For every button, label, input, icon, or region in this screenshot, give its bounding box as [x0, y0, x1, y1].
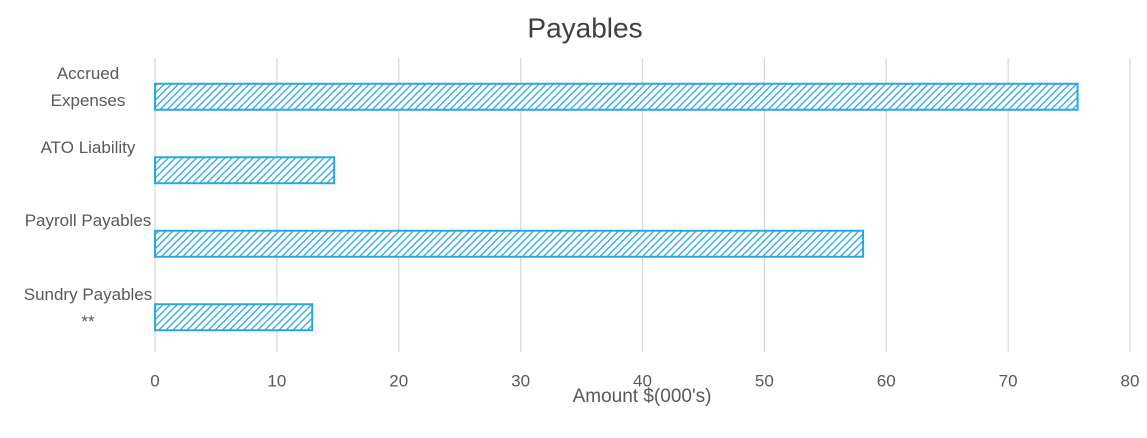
x-tick-label: 70: [999, 371, 1018, 390]
x-tick-label: 20: [389, 371, 408, 390]
x-tick-label: 40: [633, 371, 652, 390]
y-tick-label: Payroll Payables: [24, 211, 152, 230]
x-axis-label: Amount $(000's): [573, 386, 712, 407]
bar: [154, 229, 865, 258]
bar: [154, 156, 336, 185]
bar: [154, 82, 1079, 111]
x-tick-label: 50: [755, 371, 774, 390]
x-tick-label: 80: [1121, 371, 1140, 390]
x-tick-label: 30: [511, 371, 530, 390]
y-tick-label: Sundry Payables **: [23, 284, 153, 331]
y-tick-label: ATO Liability: [40, 137, 136, 157]
bar: [154, 303, 314, 332]
x-tick-label: 10: [267, 371, 286, 390]
y-tick-label: Accrued Expenses: [50, 64, 126, 110]
x-tick-label: 0: [150, 371, 159, 390]
x-tick-label: 60: [877, 371, 896, 390]
chart-title: Payables: [527, 12, 642, 43]
